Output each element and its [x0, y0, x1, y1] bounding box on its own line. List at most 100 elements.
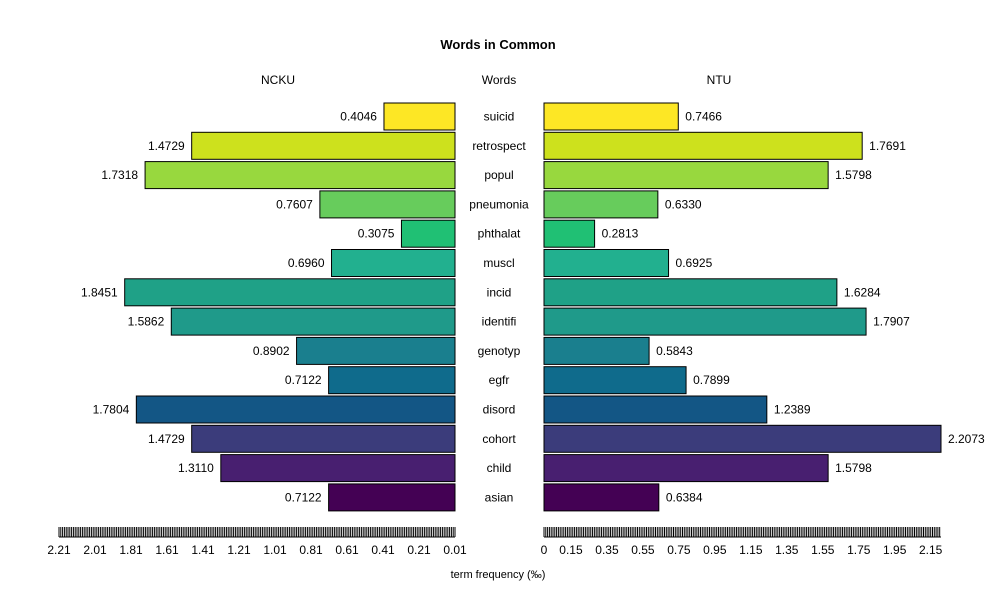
- left-tick-label-0.81: 0.81: [299, 543, 323, 557]
- bar-ntu-cohort: [543, 424, 942, 453]
- label-ncku-cohort: 1.4729: [148, 432, 185, 446]
- left-tick-label-1.01: 1.01: [263, 543, 287, 557]
- label-ncku-retrospect: 1.4729: [148, 139, 185, 153]
- label-ncku-phthalat: 0.3075: [358, 227, 395, 241]
- bar-ntu-incid: [543, 278, 838, 307]
- left-panel-label: NCKU: [261, 73, 295, 87]
- word-suicid: suicid: [484, 110, 515, 124]
- right-tick-label-0.55: 0.55: [631, 543, 655, 557]
- label-ntu-genotyp: 0.5843: [656, 344, 693, 358]
- left-tick-label-1.61: 1.61: [155, 543, 179, 557]
- bar-ncku-incid: [124, 278, 456, 307]
- label-ntu-suicid: 0.7466: [685, 110, 722, 124]
- word-child: child: [487, 461, 512, 475]
- bar-ntu-egfr: [543, 366, 687, 395]
- label-ncku-asian: 0.7122: [285, 490, 322, 504]
- word-popul: popul: [484, 168, 513, 182]
- center-column-label: Words: [482, 73, 516, 87]
- bar-ntu-disord: [543, 395, 768, 424]
- bar-ntu-suicid: [543, 102, 679, 131]
- right-tick-label-1.95: 1.95: [883, 543, 907, 557]
- bar-ncku-suicid: [383, 102, 456, 131]
- bar-ntu-child: [543, 454, 829, 483]
- right-tick-label-0.35: 0.35: [595, 543, 619, 557]
- right-tick-label-1.75: 1.75: [847, 543, 871, 557]
- label-ncku-egfr: 0.7122: [285, 373, 322, 387]
- left-tick-label-0.61: 0.61: [335, 543, 359, 557]
- bar-ntu-asian: [543, 483, 660, 512]
- bar-ntu-muscl: [543, 249, 670, 277]
- label-ntu-identifi: 1.7907: [873, 315, 910, 329]
- label-ncku-incid: 1.8451: [81, 285, 118, 299]
- bar-ncku-child: [220, 454, 456, 483]
- word-pneumonia: pneumonia: [469, 197, 529, 211]
- left-tick-label-1.41: 1.41: [191, 543, 215, 557]
- label-ncku-child: 1.3110: [178, 461, 214, 475]
- label-ntu-muscl: 0.6925: [676, 256, 713, 270]
- label-ncku-popul: 1.7318: [101, 168, 138, 182]
- right-tick-label-1.55: 1.55: [811, 543, 835, 557]
- bar-ntu-identifi: [543, 307, 867, 336]
- bar-ntu-popul: [543, 161, 829, 190]
- bar-ncku-egfr: [328, 366, 456, 395]
- word-egfr: egfr: [489, 373, 510, 387]
- label-ncku-identifi: 1.5862: [128, 315, 165, 329]
- label-ncku-genotyp: 0.8902: [253, 344, 290, 358]
- bar-ntu-pneumonia: [543, 190, 659, 219]
- bar-ncku-popul: [144, 161, 456, 190]
- label-ntu-phthalat: 0.2813: [602, 227, 639, 241]
- bar-ncku-cohort: [191, 424, 456, 453]
- right-tick-label-0: 0: [541, 543, 548, 557]
- label-ncku-disord: 1.7804: [93, 403, 130, 417]
- label-ntu-disord: 1.2389: [774, 403, 811, 417]
- left-tick-label-0.21: 0.21: [407, 543, 431, 557]
- word-asian: asian: [485, 490, 514, 504]
- word-incid: incid: [487, 285, 512, 299]
- bars-layer: 0.4046 suicid 0.7466 1.4729 retrospect 1.7691…: [81, 102, 985, 512]
- bar-ntu-retrospect: [543, 131, 863, 160]
- label-ntu-asian: 0.6384: [666, 490, 703, 504]
- word-muscl: muscl: [483, 256, 514, 270]
- left-tick-label-0.01: 0.01: [443, 543, 467, 557]
- right-tick-label-0.75: 0.75: [667, 543, 691, 557]
- left-tick-label-0.41: 0.41: [371, 543, 395, 557]
- left-tick-label-1.81: 1.81: [119, 543, 143, 557]
- label-ntu-retrospect: 1.7691: [869, 139, 906, 153]
- label-ntu-child: 1.5798: [835, 461, 872, 475]
- label-ntu-cohort: 2.2073: [948, 432, 985, 446]
- x-axis-label: term frequency (‰): [451, 569, 546, 581]
- label-ntu-incid: 1.6284: [844, 285, 881, 299]
- bar-ncku-identifi: [170, 307, 456, 336]
- bar-ncku-disord: [135, 395, 456, 424]
- bar-ntu-phthalat: [543, 219, 596, 248]
- left-tick-label-1.21: 1.21: [227, 543, 251, 557]
- axes-layer: 2.21 2.01 1.81 1.61 1.41 1.21 1.01 0.81 0.61 0.41…: [47, 527, 943, 557]
- label-ncku-pneumonia: 0.7607: [276, 197, 313, 211]
- word-phthalat: phthalat: [478, 227, 521, 241]
- word-cohort: cohort: [482, 432, 516, 446]
- right-tick-label-0.15: 0.15: [559, 543, 583, 557]
- right-tick-label-1.35: 1.35: [775, 543, 799, 557]
- word-disord: disord: [483, 403, 516, 417]
- label-ntu-pneumonia: 0.6330: [665, 197, 702, 211]
- right-tick-label-2.15: 2.15: [919, 543, 943, 557]
- right-panel-label: NTU: [707, 73, 732, 87]
- bar-ncku-phthalat: [400, 219, 456, 248]
- bar-ncku-muscl: [331, 249, 456, 277]
- right-tick-label-0.95: 0.95: [703, 543, 727, 557]
- label-ntu-egfr: 0.7899: [693, 373, 730, 387]
- bar-ncku-retrospect: [191, 131, 456, 160]
- left-tick-label-2.21: 2.21: [47, 543, 71, 557]
- word-genotyp: genotyp: [478, 344, 521, 358]
- bar-ncku-genotyp: [296, 336, 456, 365]
- left-tick-label-2.01: 2.01: [83, 543, 107, 557]
- label-ncku-suicid: 0.4046: [340, 110, 377, 124]
- label-ntu-popul: 1.5798: [835, 168, 872, 182]
- word-retrospect: retrospect: [472, 139, 526, 153]
- label-ncku-muscl: 0.6960: [288, 256, 325, 270]
- bar-ncku-pneumonia: [319, 190, 456, 219]
- word-identifi: identifi: [482, 315, 517, 329]
- bar-ncku-asian: [328, 483, 456, 512]
- bar-ntu-genotyp: [543, 336, 650, 365]
